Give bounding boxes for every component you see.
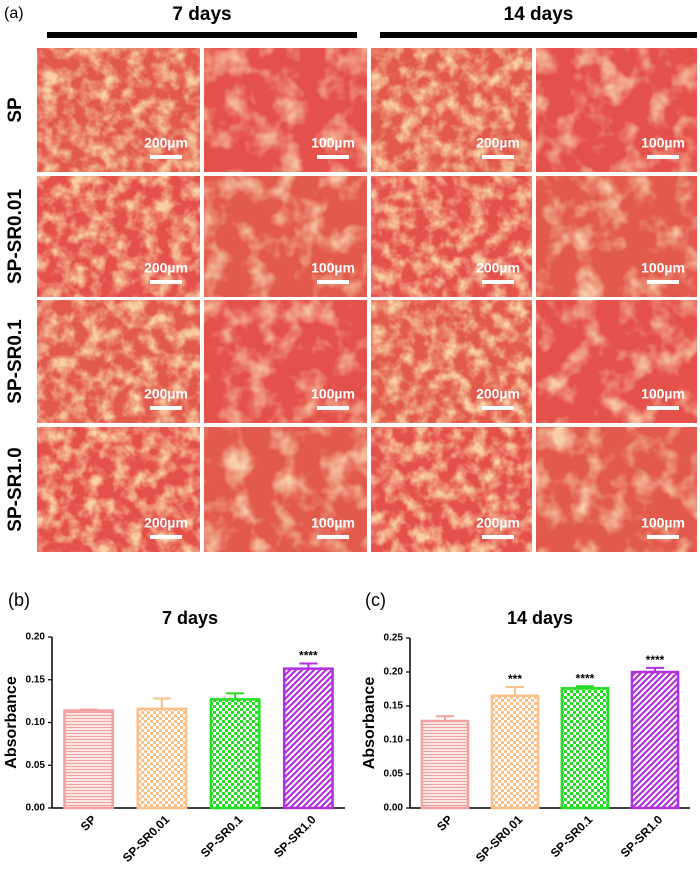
y-axis-label: Absorbance [3, 676, 20, 769]
scale-bar [647, 280, 679, 284]
x-tick-label: SP-SR1.0 [618, 812, 666, 860]
micrograph-texture [204, 427, 367, 552]
bar [136, 707, 188, 810]
y-tick-label: 0.10 [26, 717, 46, 728]
scale-bar [482, 535, 514, 539]
micrograph-texture [37, 176, 200, 297]
scale-label: 100µm [311, 515, 355, 531]
bar [420, 719, 470, 810]
y-axis-label: Absorbance [361, 677, 378, 770]
column-bar [380, 32, 697, 38]
scale-bar [150, 535, 182, 539]
scale-label: 200µm [476, 386, 520, 402]
significance: *** [508, 672, 522, 686]
micrograph-texture [371, 176, 532, 297]
row-label: SP-SR1.0 [5, 447, 26, 531]
y-tick-label: 0.25 [384, 633, 404, 644]
y-tick-label: 0.10 [384, 735, 404, 746]
scale-label: 100µm [641, 515, 685, 531]
micrograph-texture [37, 300, 200, 423]
y-tick-label: 0.20 [384, 667, 404, 678]
bar [63, 709, 115, 810]
scale-label: 100µm [641, 260, 685, 276]
micrograph-texture [204, 176, 367, 297]
scale-bar [482, 406, 514, 410]
y-tick-label: 0.15 [26, 674, 46, 685]
scale-bar [150, 280, 182, 284]
y-tick-label: 0.05 [384, 769, 404, 780]
column-bar [47, 32, 357, 38]
scale-label: 100µm [641, 135, 685, 151]
micrograph-texture [536, 48, 697, 172]
chart-title: 14 days [507, 608, 573, 628]
scale-bar [150, 406, 182, 410]
bar [630, 670, 680, 810]
scale-bar [317, 535, 349, 539]
scale-bar [317, 280, 349, 284]
micrograph-texture [371, 300, 532, 423]
scale-label: 100µm [641, 386, 685, 402]
bar [282, 667, 334, 810]
scale-label: 100µm [311, 386, 355, 402]
column-header: 7 days [172, 4, 231, 25]
scale-bar [482, 280, 514, 284]
micrograph-texture [37, 48, 200, 172]
scale-bar [317, 406, 349, 410]
panel-label: (c) [365, 590, 386, 610]
micrograph-texture [37, 427, 200, 552]
y-tick-label: 0.00 [26, 803, 46, 814]
micrograph-texture [204, 300, 367, 423]
scale-label: 200µm [476, 260, 520, 276]
bar [209, 698, 261, 810]
bar [490, 694, 540, 810]
y-tick-label: 0.15 [384, 701, 404, 712]
x-tick-label: SP [434, 812, 455, 833]
scale-label: 100µm [311, 135, 355, 151]
scale-bar [317, 155, 349, 159]
y-tick-label: 0.20 [26, 632, 46, 643]
scale-label: 200µm [476, 515, 520, 531]
scale-label: 100µm [311, 260, 355, 276]
scale-bar [647, 535, 679, 539]
scale-label: 200µm [144, 386, 188, 402]
y-tick-label: 0.05 [26, 760, 46, 771]
row-label: SP-SR0.01 [5, 189, 26, 284]
micrograph-texture [536, 427, 697, 552]
significance: **** [646, 653, 665, 667]
x-tick-label: SP-SR0.01 [473, 812, 526, 865]
panel-label: (a) [4, 5, 24, 22]
scale-label: 200µm [476, 135, 520, 151]
micrograph-texture [371, 48, 532, 172]
bar [560, 687, 610, 810]
x-tick-label: SP-SR0.1 [548, 812, 596, 860]
scale-bar [647, 155, 679, 159]
y-tick-label: 0.00 [384, 803, 404, 814]
micrograph-texture [371, 427, 532, 552]
scale-label: 200µm [144, 135, 188, 151]
chart-title: 7 days [162, 608, 218, 628]
scale-bar [482, 155, 514, 159]
significance: **** [576, 671, 595, 685]
row-label: SP-SR0.1 [5, 319, 26, 404]
row-label: SP [5, 97, 26, 123]
micrograph-texture [204, 48, 367, 172]
panel-label: (b) [8, 590, 30, 610]
significance: **** [299, 649, 318, 663]
x-tick-label: SP [78, 812, 99, 833]
x-tick-label: SP-SR0.01 [120, 812, 173, 865]
micrograph-texture [536, 300, 697, 423]
micrograph-texture [536, 176, 697, 297]
x-tick-label: SP-SR1.0 [271, 812, 319, 860]
scale-label: 200µm [144, 515, 188, 531]
x-tick-label: SP-SR0.1 [198, 812, 246, 860]
scale-bar [647, 406, 679, 410]
scale-label: 200µm [144, 260, 188, 276]
column-header: 14 days [504, 4, 574, 25]
scale-bar [150, 155, 182, 159]
